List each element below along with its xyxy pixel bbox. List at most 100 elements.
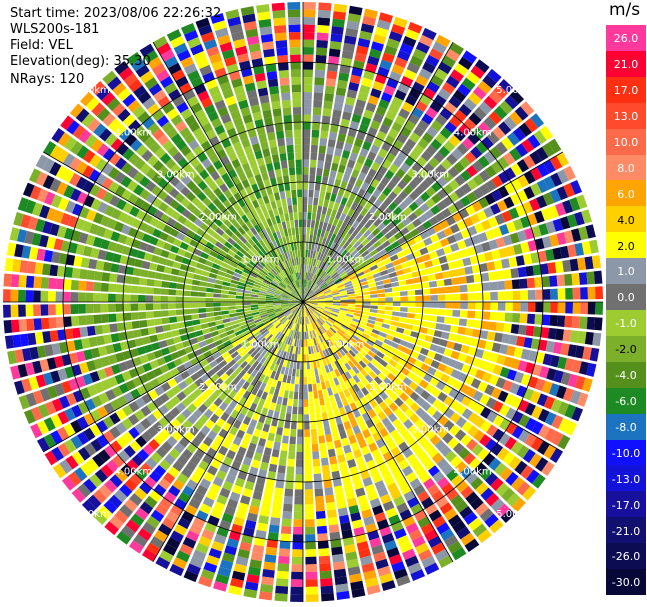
velocity-gate (437, 88, 451, 101)
velocity-gate (368, 442, 378, 453)
velocity-gate (220, 306, 229, 311)
velocity-gate (438, 403, 449, 414)
velocity-gate (351, 334, 360, 342)
velocity-gate (248, 192, 257, 202)
velocity-gate (477, 80, 492, 95)
velocity-gate (140, 418, 152, 430)
velocity-gate (282, 397, 288, 406)
velocity-gate (281, 198, 287, 207)
velocity-gate (454, 429, 467, 442)
velocity-gate (198, 393, 208, 403)
velocity-gate (243, 399, 252, 409)
velocity-gate (316, 319, 322, 327)
velocity-gate (413, 484, 426, 496)
velocity-gate (300, 294, 303, 302)
velocity-gate (258, 304, 266, 307)
velocity-gate (319, 397, 325, 406)
velocity-gate (391, 23, 406, 35)
velocity-gate (218, 266, 228, 273)
velocity-gate (200, 345, 210, 354)
velocity-gate (477, 448, 490, 461)
velocity-gate (242, 372, 251, 381)
velocity-gate (163, 331, 173, 339)
velocity-gate (250, 299, 259, 302)
velocity-gate (265, 296, 274, 299)
velocity-gate (184, 29, 199, 42)
velocity-gate (319, 442, 327, 452)
velocity-gate (264, 321, 272, 327)
velocity-gate (327, 240, 334, 249)
velocity-gate (363, 267, 372, 274)
velocity-gate (474, 244, 484, 254)
velocity-gate (276, 472, 285, 482)
velocity-gate (259, 507, 271, 517)
velocity-gate (538, 424, 551, 439)
velocity-gate (172, 261, 182, 270)
velocity-gate (166, 127, 178, 139)
velocity-gate (197, 90, 210, 102)
velocity-gate (409, 228, 420, 238)
velocity-gate (132, 329, 142, 338)
velocity-gate (260, 247, 268, 256)
velocity-gate (231, 570, 246, 581)
velocity-gate (206, 312, 215, 318)
velocity-gate (303, 219, 307, 228)
velocity-gate (110, 333, 120, 343)
velocity-gate (274, 123, 284, 132)
velocity-gate (254, 318, 262, 324)
velocity-gate (189, 357, 200, 366)
velocity-gate (242, 342, 251, 350)
velocity-gate (422, 253, 431, 262)
velocity-gate (399, 42, 414, 55)
velocity-gate (310, 303, 318, 305)
velocity-gate (353, 526, 366, 537)
velocity-gate (525, 417, 537, 432)
velocity-gate (338, 247, 345, 256)
velocity-gate (407, 212, 418, 222)
velocity-gate (192, 491, 205, 503)
velocity-gate (262, 493, 273, 503)
velocity-gate (380, 493, 392, 505)
velocity-gate (346, 182, 354, 192)
velocity-gate (124, 236, 135, 247)
velocity-gate (372, 240, 382, 249)
velocity-gate (323, 264, 330, 272)
velocity-gate (261, 228, 269, 238)
velocity-gate (360, 207, 369, 217)
velocity-gate (569, 197, 581, 212)
velocity-gate (140, 269, 149, 278)
velocity-gate (362, 291, 371, 296)
velocity-gate (274, 593, 288, 602)
velocity-gate (269, 242, 276, 251)
velocity-gate (161, 101, 175, 114)
velocity-gate (238, 396, 247, 406)
velocity-gate (314, 69, 326, 79)
velocity-gate (270, 281, 278, 287)
velocity-gate (474, 283, 483, 292)
velocity-gate (407, 307, 416, 313)
velocity-gate (403, 329, 412, 336)
colorbar-segment (606, 128, 646, 155)
velocity-gate (317, 306, 325, 310)
velocity-gate (370, 358, 379, 367)
velocity-gate (354, 268, 363, 275)
velocity-gate (264, 117, 274, 126)
velocity-gate (125, 379, 136, 391)
velocity-gate (464, 355, 475, 365)
velocity-gate (289, 345, 294, 354)
velocity-gate (84, 442, 97, 457)
velocity-gate (352, 374, 361, 384)
velocity-gate (212, 208, 222, 218)
velocity-gate (417, 490, 430, 503)
velocity-gate (316, 291, 324, 296)
velocity-gate (341, 50, 354, 60)
velocity-gate (227, 359, 237, 368)
velocity-gate (592, 332, 602, 347)
velocity-gate (307, 307, 314, 314)
velocity-gate (449, 42, 465, 56)
velocity-gate (194, 109, 206, 121)
velocity-gate (79, 326, 89, 338)
velocity-gate (426, 126, 439, 138)
velocity-gate (337, 375, 344, 384)
velocity-gate (288, 391, 294, 399)
